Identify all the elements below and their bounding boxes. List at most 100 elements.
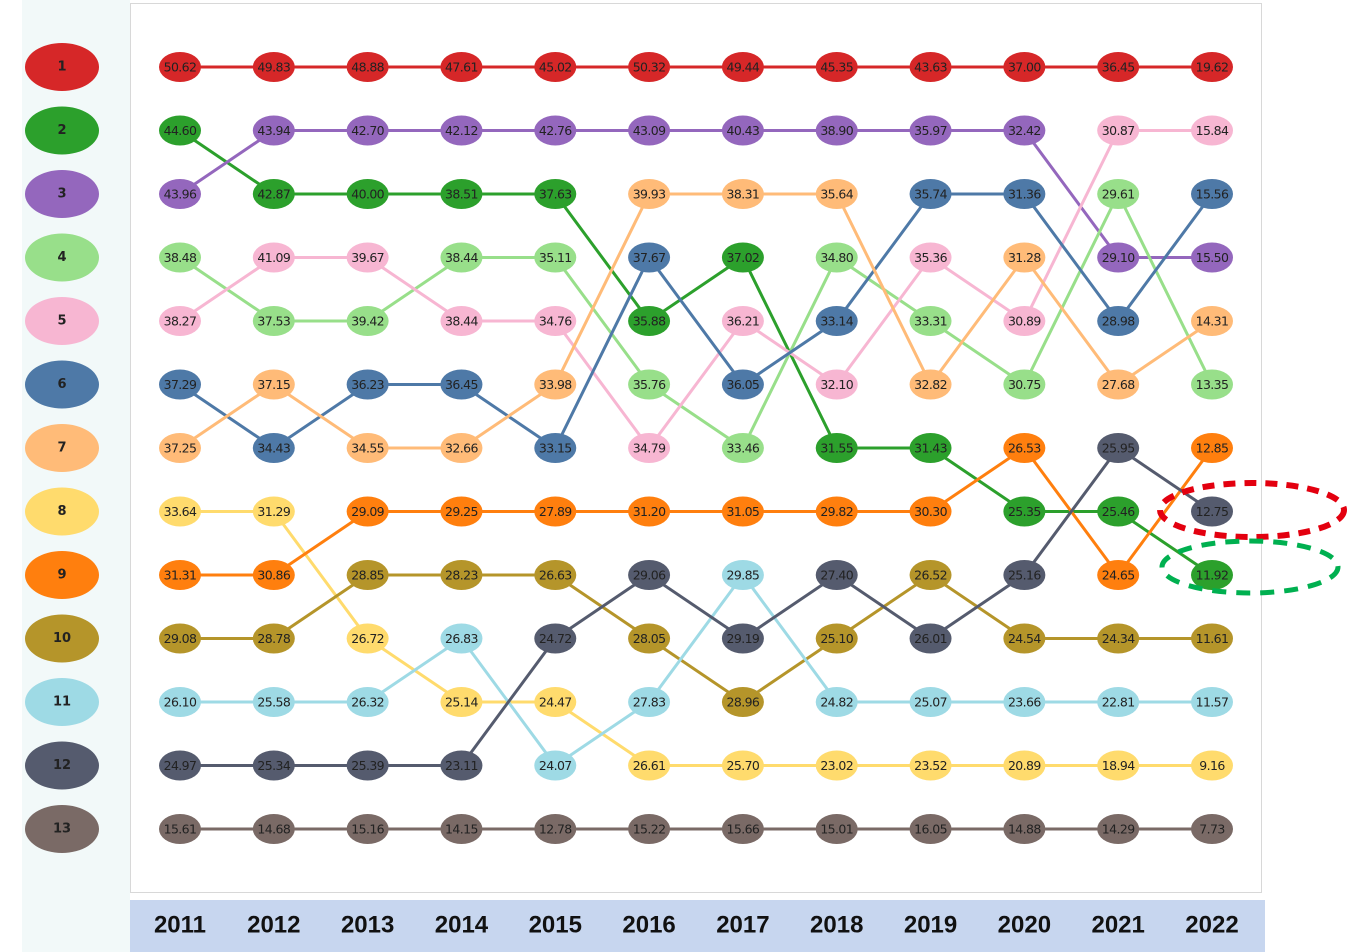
point [1097,623,1140,654]
value-label: 39.42 [351,314,384,329]
point [815,179,858,209]
point [1097,52,1140,82]
point [440,242,483,273]
year-label: 2013 [341,912,394,939]
value-label: 24.82 [820,695,853,710]
point [721,179,764,209]
rank-strip [22,0,130,952]
value-label: 26.72 [351,631,384,646]
value-label: 34.76 [539,314,572,329]
value-label: 37.53 [257,314,290,329]
value-label: 25.39 [351,758,384,773]
point [1003,560,1046,590]
point [628,623,671,654]
value-label: 23.02 [820,758,853,773]
rank-badge [25,741,99,790]
point [534,750,577,781]
point [252,814,295,844]
point [440,623,483,654]
point [1003,115,1046,146]
point [1191,369,1233,400]
value-label: 33.64 [164,504,197,519]
point [909,433,952,463]
value-label: 31.20 [633,504,666,519]
point [815,242,858,273]
point [628,242,671,273]
series-line [180,445,1214,578]
value-label: 27.89 [539,504,572,519]
value-label: 27.40 [820,568,853,583]
point [346,369,389,400]
value-label: 48.88 [351,60,384,75]
value-label: 28.78 [257,631,290,646]
point [346,814,389,844]
value-label: 9.16 [1199,758,1225,773]
point [1191,687,1233,717]
value-label: 19.62 [1196,60,1229,75]
point [534,115,577,146]
point [909,560,952,590]
value-label: 31.31 [164,568,197,583]
point [440,179,483,209]
point [815,369,858,400]
rank-badge [25,106,99,155]
value-label: 26.01 [914,631,947,646]
value-label: 26.52 [914,568,947,583]
value-label: 31.28 [1008,250,1041,265]
value-label: 38.51 [445,187,478,202]
value-label: 27.68 [1102,377,1135,392]
point [815,750,858,781]
value-label: 14.29 [1102,822,1135,837]
point [628,687,671,717]
point [440,369,483,400]
point [440,52,483,82]
value-label: 33.14 [820,314,853,329]
value-label: 30.87 [1102,123,1135,138]
point [1097,687,1140,717]
point [909,687,952,717]
value-label: 30.86 [257,568,290,583]
value-label: 35.74 [914,187,947,202]
point [346,496,389,527]
value-label: 35.36 [914,250,947,265]
point [721,433,764,463]
point [1191,433,1233,463]
value-label: 37.02 [727,250,760,265]
rank-badge [25,551,99,599]
point [252,242,295,273]
rank-badge [25,678,99,726]
value-label: 44.60 [164,123,197,138]
point [159,179,201,209]
rank-label: 1 [57,60,66,75]
point [252,687,295,717]
point [721,687,764,717]
rank-badge [25,297,99,345]
value-label: 29.06 [633,568,666,583]
point [815,433,858,463]
value-label: 16.05 [914,822,947,837]
point [909,306,952,336]
point [252,560,295,590]
value-label: 43.94 [257,123,290,138]
series-line [179,192,1214,451]
point [1097,750,1140,781]
value-label: 36.21 [727,314,760,329]
point [1191,115,1233,146]
point [346,750,389,781]
value-label: 38.31 [727,187,760,202]
value-label: 42.70 [351,123,384,138]
value-label: 40.00 [351,187,384,202]
point [909,242,952,273]
value-label: 31.05 [727,504,760,519]
point [346,115,389,146]
value-label: 28.98 [1102,314,1135,329]
point [628,433,671,463]
value-label: 37.25 [164,441,197,456]
point [159,433,201,463]
point [909,750,952,781]
value-label: 31.29 [257,504,290,519]
point [1097,115,1140,146]
point [1097,306,1140,336]
value-label: 15.16 [351,822,384,837]
value-label: 24.07 [539,758,572,773]
